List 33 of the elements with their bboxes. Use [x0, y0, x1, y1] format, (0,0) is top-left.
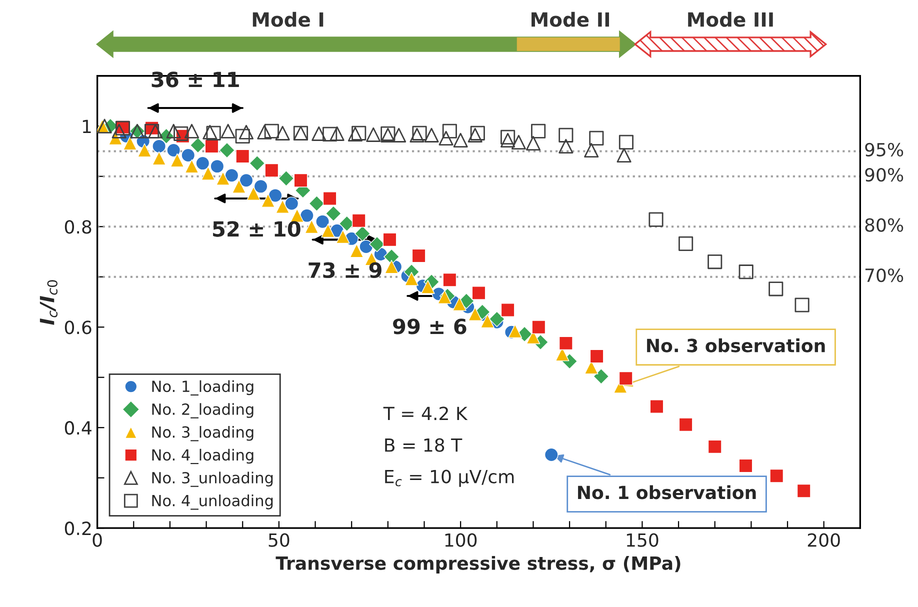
- y-axis-title: I$_{c}$/I$_{c0}$: [40, 280, 58, 325]
- legend-label: No. 4_unloading: [152, 494, 273, 510]
- ref-line-label: 80%: [865, 218, 904, 232]
- x-tick-label: 0: [92, 533, 102, 547]
- legend-label: No. 3_unloading: [152, 472, 273, 487]
- x-tick-label: 50: [268, 533, 290, 547]
- annotation: No. 3 observation: [647, 338, 825, 352]
- x-tick-label: 150: [626, 533, 658, 547]
- annotation: 99 ± 6: [393, 318, 466, 334]
- annotation: 73 ± 9: [308, 262, 382, 278]
- annotation: B = 18 T: [385, 438, 462, 452]
- annotation: No. 1 observation: [578, 485, 756, 500]
- y-tick-label: 0.4: [64, 421, 92, 435]
- annotation: E$_{c}$ = 10 μV/cm: [385, 470, 514, 487]
- y-tick-label: 0.8: [64, 220, 92, 234]
- y-tick-label: 1: [82, 120, 91, 133]
- legend-label: No. 3_loading: [152, 426, 254, 442]
- x-tick-label: 200: [808, 533, 840, 547]
- ref-line-label: 70%: [865, 268, 904, 282]
- annotation: T = 4.2 K: [383, 406, 468, 420]
- text: Mode II: [532, 12, 610, 27]
- x-axis-title: Transverse compressive stress, σ (MPa): [276, 556, 680, 574]
- ref-line-label: 95%: [865, 142, 904, 156]
- annotation: 52 ± 10: [213, 221, 300, 237]
- legend-label: No. 1_loading: [152, 380, 254, 396]
- text: Mode III: [688, 12, 773, 27]
- y-tick-label: 0.2: [64, 522, 91, 536]
- legend-label: No. 4_loading: [152, 448, 254, 464]
- x-tick-label: 100: [445, 533, 477, 547]
- y-tick-label: 0.6: [64, 320, 92, 334]
- text: Mode I: [252, 12, 324, 27]
- legend-label: No. 2_loading: [152, 403, 254, 418]
- ref-line-label: 90%: [865, 168, 904, 182]
